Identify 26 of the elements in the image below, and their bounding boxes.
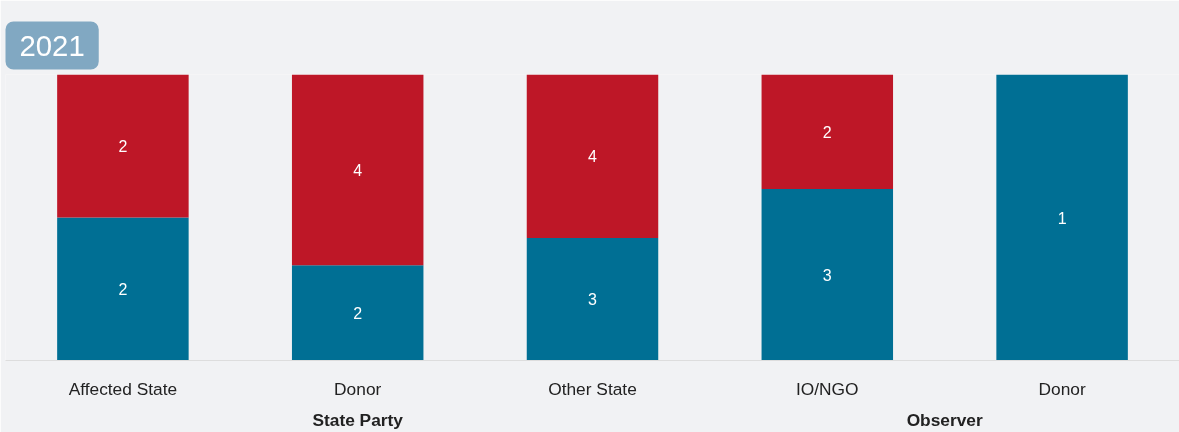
bar bbox=[57, 217, 189, 361]
x-tick-label: Affected State bbox=[68, 378, 178, 399]
annotation: 2 bbox=[353, 304, 363, 322]
annotation: 3 bbox=[822, 266, 832, 284]
annotation: 2 bbox=[118, 281, 128, 298]
bar bbox=[761, 74, 894, 189]
bar bbox=[996, 74, 1128, 361]
annotation: 4 bbox=[353, 161, 363, 179]
x-tick-label: IO/NGO bbox=[796, 378, 859, 399]
bar bbox=[291, 74, 424, 266]
annotation: 2 bbox=[822, 123, 832, 141]
text: State Party bbox=[312, 409, 404, 430]
bar bbox=[526, 237, 659, 361]
bar bbox=[291, 265, 424, 361]
x-tick-label: Donor bbox=[334, 378, 382, 399]
annotation: 1 bbox=[1057, 209, 1067, 227]
annotation: 4 bbox=[588, 148, 598, 166]
x-tick-label: Donor bbox=[1038, 378, 1086, 399]
text: Observer bbox=[906, 409, 984, 430]
annotation: 2 bbox=[118, 138, 128, 155]
bar bbox=[761, 188, 894, 361]
bar bbox=[526, 74, 659, 238]
bar bbox=[57, 74, 189, 218]
chart-title: 2021 bbox=[19, 28, 85, 62]
annotation: 3 bbox=[588, 291, 598, 309]
x-tick-label: Other State bbox=[548, 378, 637, 399]
